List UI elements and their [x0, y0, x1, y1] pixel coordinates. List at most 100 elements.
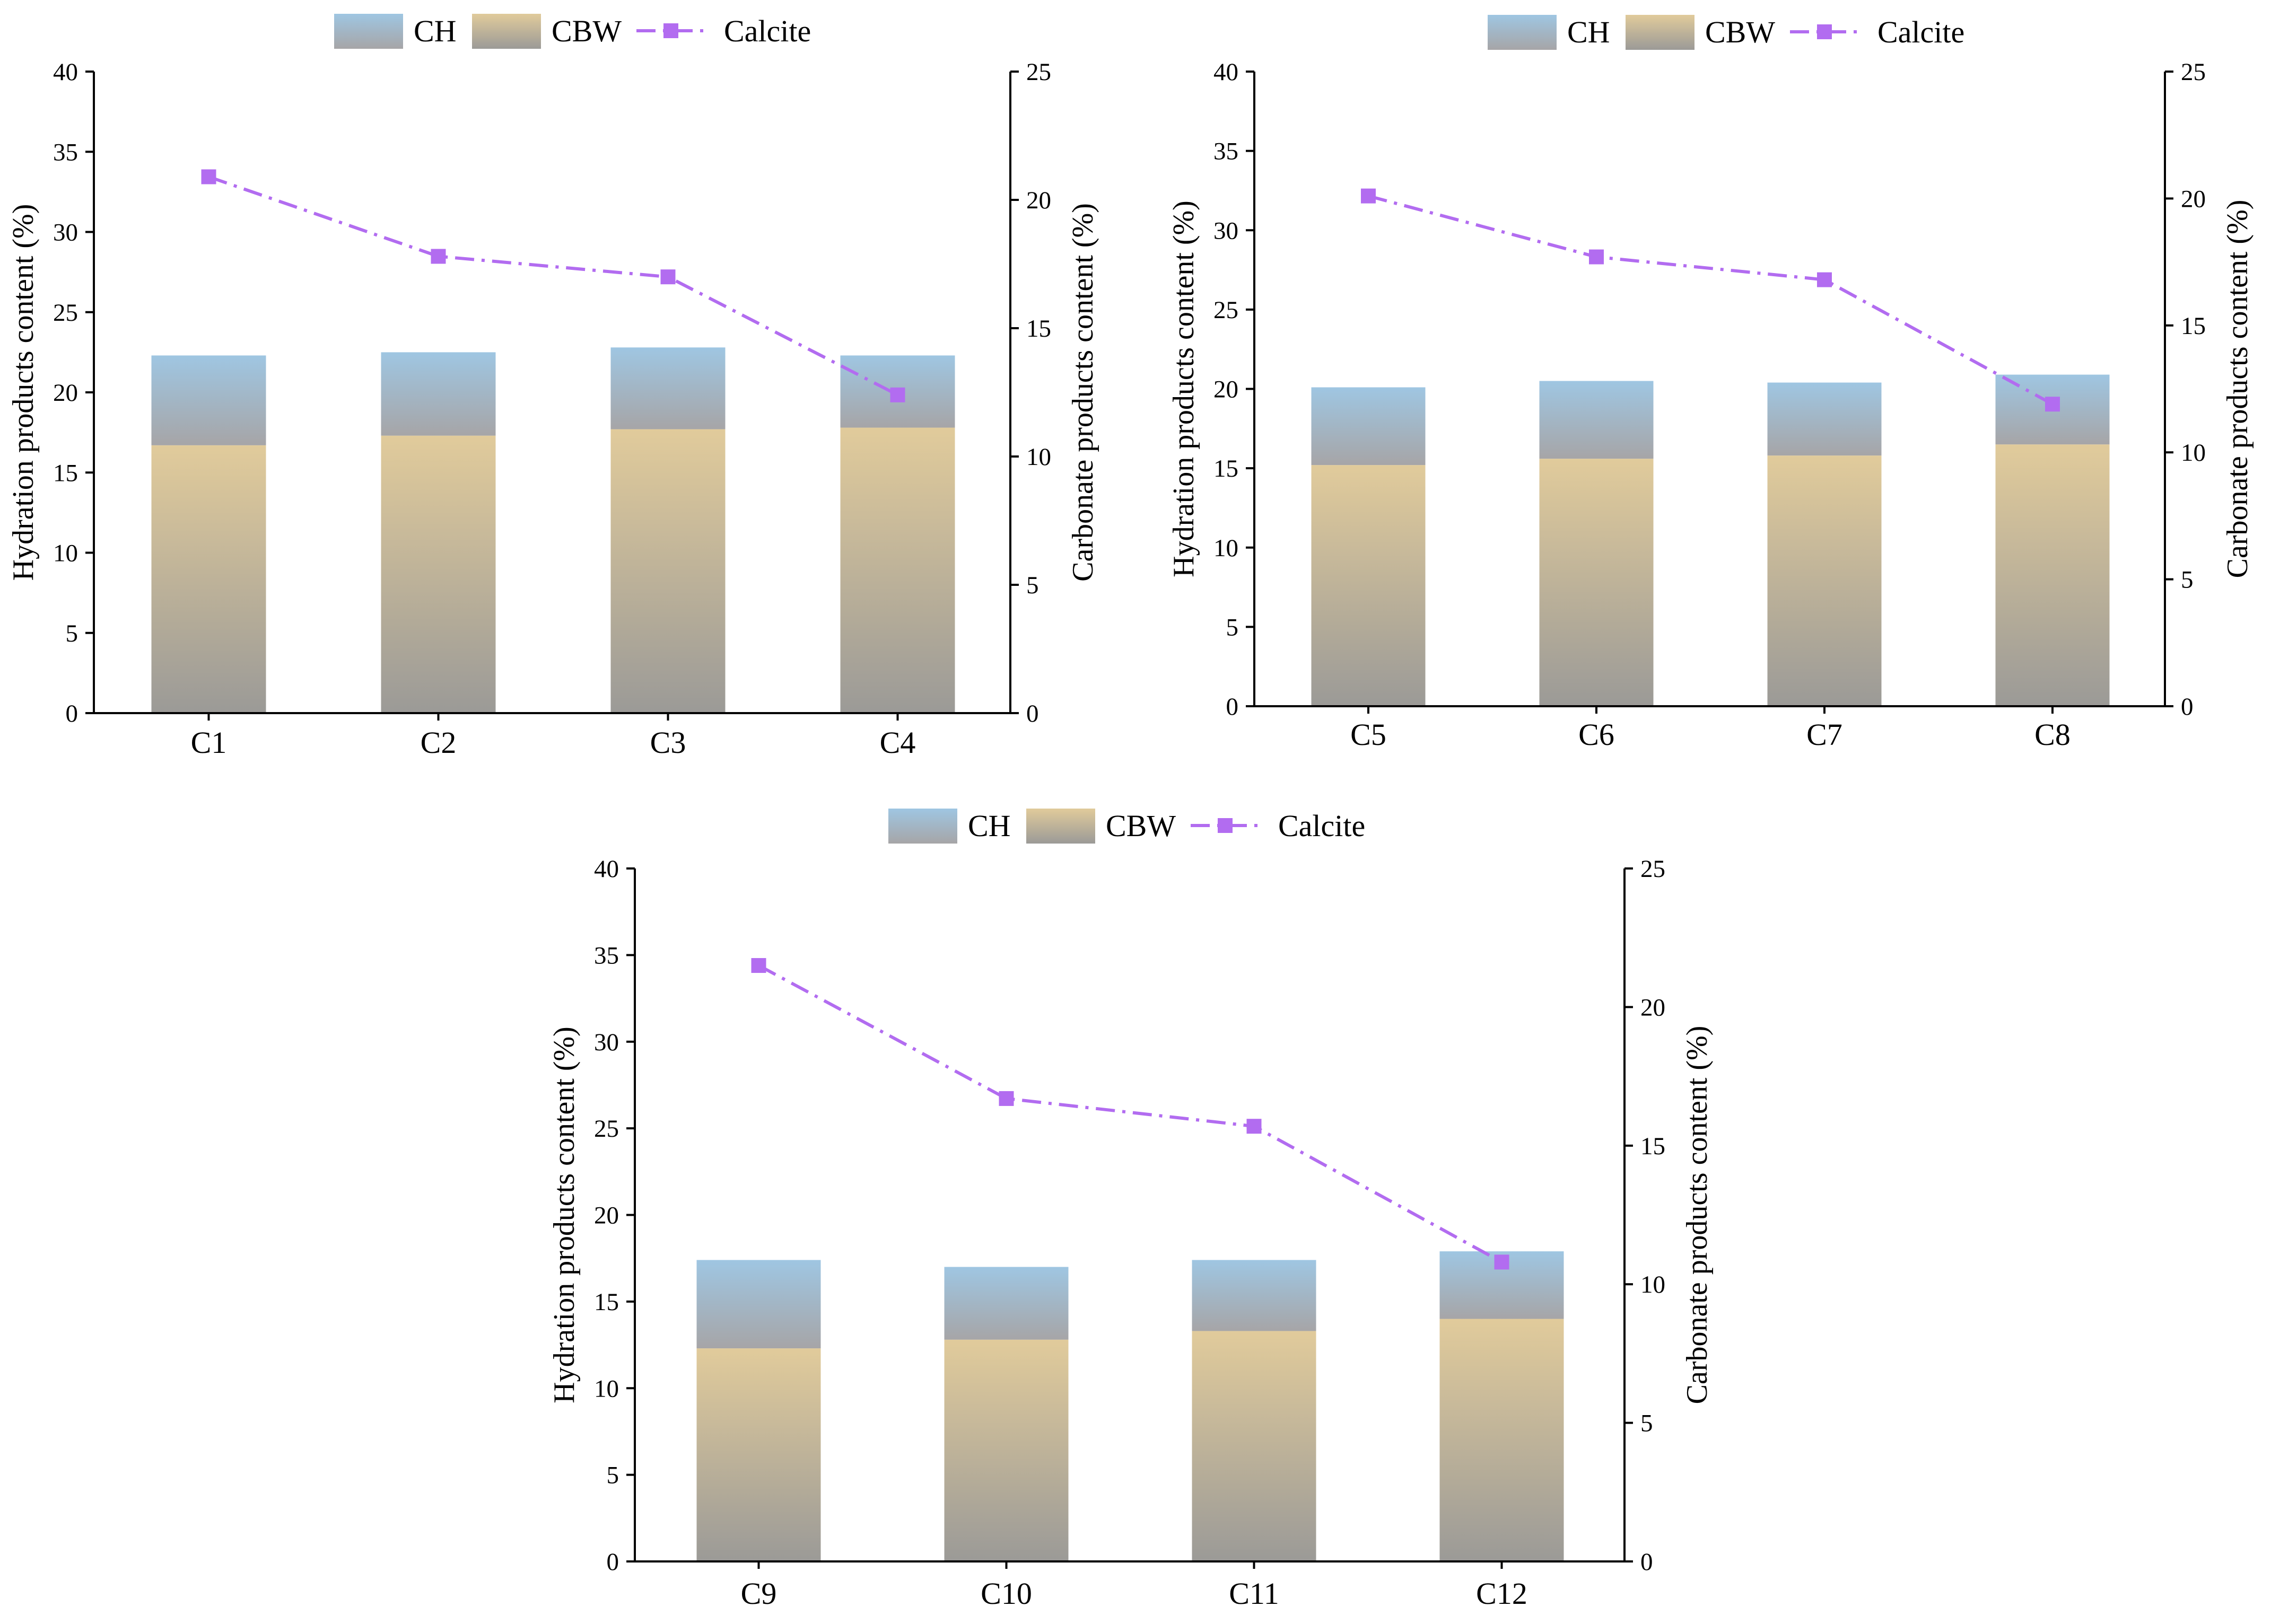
y-tick-label: 30 [1213, 217, 1238, 244]
y2-tick-label: 25 [2181, 58, 2206, 86]
y-tick-label: 40 [594, 855, 619, 883]
legend-label-ch: CH [414, 14, 457, 48]
chart-panel-2: C5 C6 C7 C8 0 5 10 15 20 25 30 35 40 0 5 10 15 20 25 Hydrat… [1167, 15, 2254, 752]
y2-tick-label: 25 [1640, 855, 1665, 883]
y2-tick-label: 25 [1026, 58, 1051, 86]
bar-cbw-C8 [1995, 444, 2110, 706]
x-tick-label: C2 [421, 725, 457, 760]
calcite-point-C3 [660, 269, 676, 285]
bar-cbw-C2 [381, 435, 496, 713]
y-tick-label: 5 [66, 620, 78, 647]
legend-label-cbw: CBW [1106, 809, 1176, 843]
bar-cbw-C10 [944, 1339, 1069, 1561]
calcite-point-C10 [999, 1091, 1014, 1106]
bar-cbw-C9 [696, 1348, 821, 1561]
legend-swatch-cbw [1626, 15, 1694, 50]
calcite-line [208, 175, 898, 397]
legend-swatch-ch [888, 809, 957, 844]
y2-tick-label: 10 [1640, 1271, 1665, 1298]
x-tick-label: C9 [741, 1576, 777, 1611]
y-axis-title: Hydration products content (%) [1167, 200, 1200, 577]
y2-tick-label: 20 [2181, 185, 2206, 213]
y-tick-label: 15 [53, 459, 78, 487]
bar-ch-C1 [151, 355, 266, 445]
legend-swatch-ch [334, 14, 403, 49]
legend-marker-calcite [663, 23, 678, 38]
y-tick-label: 10 [1213, 534, 1238, 562]
bar-cbw-C11 [1192, 1331, 1316, 1561]
bar-ch-C10 [944, 1267, 1069, 1340]
legend-label-calcite: Calcite [1877, 15, 1964, 49]
y-tick-label: 0 [607, 1548, 619, 1576]
y2-tick-label: 0 [1026, 700, 1039, 727]
legend-label-ch: CH [1567, 15, 1610, 49]
y2-axis-title: Carbonate products content (%) [2221, 200, 2254, 578]
y2-axis-title: Carbonate products content (%) [1067, 203, 1099, 582]
x-tick-label: C4 [880, 725, 916, 760]
calcite-point-C4 [890, 387, 905, 402]
y-tick-label: 0 [1226, 693, 1239, 721]
bar-ch-C6 [1539, 381, 1654, 459]
bar-ch-C5 [1311, 387, 1426, 466]
calcite-point-C5 [1361, 188, 1376, 204]
legend-swatch-ch [1488, 15, 1557, 50]
legend-swatch-cbw [1026, 809, 1095, 844]
calcite-point-C6 [1589, 249, 1604, 265]
chart-panel-1: C1 C2 C3 C4 0 5 10 15 20 25 30 35 40 0 5 10 15 20 25 Hydrat… [7, 14, 1099, 760]
y-tick-label: 30 [53, 219, 78, 247]
y2-tick-label: 10 [2181, 439, 2206, 467]
y-tick-label: 5 [607, 1462, 619, 1489]
bar-ch-C3 [610, 347, 726, 429]
y2-tick-label: 20 [1640, 994, 1665, 1021]
calcite-point-C8 [2045, 397, 2060, 412]
y-tick-label: 40 [53, 58, 78, 86]
y-tick-label: 20 [594, 1202, 619, 1230]
legend-label-calcite: Calcite [724, 14, 811, 48]
bar-cbw-C7 [1767, 455, 1882, 706]
bar-cbw-C4 [840, 427, 955, 713]
calcite-point-C7 [1817, 272, 1832, 287]
y-tick-label: 20 [1213, 376, 1238, 403]
legend-label-calcite: Calcite [1278, 809, 1365, 843]
calcite-point-C1 [201, 169, 216, 185]
bar-ch-C2 [381, 352, 496, 436]
y2-tick-label: 15 [1640, 1133, 1665, 1160]
bar-cbw-C1 [151, 445, 266, 713]
calcite-line [758, 964, 1503, 1264]
y2-tick-label: 5 [1640, 1410, 1653, 1437]
x-tick-label: C11 [1229, 1576, 1279, 1611]
y2-tick-label: 10 [1026, 443, 1051, 471]
y-tick-label: 35 [53, 138, 78, 166]
y2-tick-label: 0 [1640, 1548, 1653, 1576]
bar-cbw-C6 [1539, 459, 1654, 706]
y-tick-label: 30 [594, 1029, 619, 1056]
y-tick-label: 40 [1213, 58, 1238, 86]
y2-tick-label: 5 [1026, 572, 1039, 599]
x-tick-label: C5 [1350, 717, 1386, 752]
x-tick-label: C7 [1806, 717, 1842, 752]
legend-label-ch: CH [968, 809, 1011, 843]
y2-tick-label: 0 [2181, 693, 2194, 721]
legend-label-cbw: CBW [1705, 15, 1775, 49]
calcite-point-C12 [1494, 1254, 1509, 1270]
x-tick-label: C1 [191, 725, 227, 760]
calcite-point-C11 [1246, 1119, 1262, 1134]
y2-tick-label: 20 [1026, 187, 1051, 214]
y-tick-label: 20 [53, 379, 78, 407]
bar-ch-C9 [696, 1260, 821, 1349]
y-axis-title: Hydration products content (%) [7, 204, 40, 581]
calcite-line [1368, 194, 2054, 406]
calcite-point-C9 [751, 958, 766, 973]
y-tick-label: 5 [1226, 613, 1239, 641]
legend-swatch-cbw [472, 14, 541, 49]
bar-cbw-C12 [1439, 1319, 1564, 1561]
chart-panel-3: C9 C10 C11 C12 0 5 10 15 20 25 30 35 40 0 5 10 15 20 25 Hyd… [548, 809, 1714, 1611]
y-tick-label: 10 [594, 1375, 619, 1402]
bar-cbw-C3 [610, 429, 726, 713]
y2-tick-label: 5 [2181, 566, 2194, 594]
bar-ch-C7 [1767, 382, 1882, 456]
y-tick-label: 10 [53, 540, 78, 567]
y-axis-title: Hydration products content (%) [548, 1026, 581, 1403]
x-tick-label: C3 [650, 725, 686, 760]
